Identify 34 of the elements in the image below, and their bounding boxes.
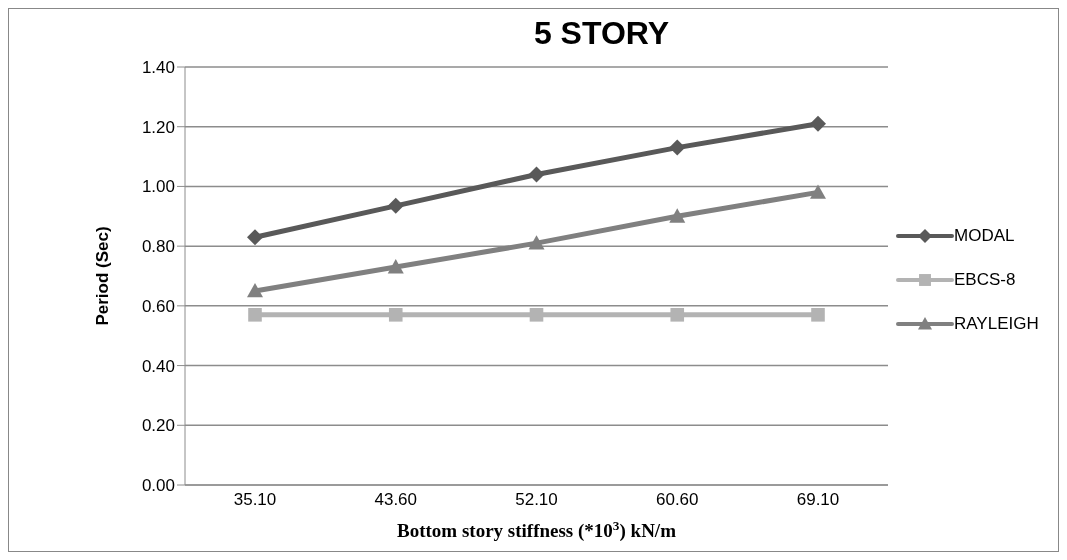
point: [669, 208, 686, 223]
y-tick-label: 0.60: [141, 296, 175, 316]
y-tick-label: 0.80: [141, 237, 175, 257]
point: [811, 308, 825, 322]
x-tick-label: 35.10: [233, 490, 277, 510]
legend-label: RAYLEIGH: [954, 314, 1039, 334]
point: [248, 308, 262, 322]
y-tick-label: 0.20: [141, 416, 175, 436]
point: [810, 115, 826, 132]
x-tick-label: 52.10: [515, 490, 558, 510]
point: [810, 184, 826, 199]
x-axis-title: Bottom story stiffness (*10$^{3}$) kN/m: [397, 517, 677, 542]
legend-label: MODAL: [954, 226, 1015, 246]
legend-label: EBCS-8: [954, 270, 1016, 290]
x-tick-label: 43.60: [374, 490, 418, 510]
point: [387, 259, 404, 274]
y-tick-label: 1.40: [141, 58, 175, 78]
point: [387, 197, 404, 214]
y-tick-label: 0.40: [141, 356, 175, 376]
point: [388, 308, 403, 322]
y-tick-label: 0.00: [141, 476, 175, 496]
x-tick-label: 60.60: [655, 490, 699, 510]
point: [529, 308, 544, 322]
y-tick-label: 1.20: [141, 117, 175, 137]
chart-title: 5 STORY: [533, 15, 670, 51]
point: [528, 166, 545, 183]
point: [247, 282, 263, 298]
point: [670, 308, 685, 322]
x-tick-label: 69.10: [796, 490, 840, 510]
point: [669, 139, 686, 156]
point: [528, 235, 545, 250]
y-axis-title: Period (Sec): [93, 226, 113, 326]
y-tick-label: 1.00: [141, 177, 175, 197]
point: [247, 229, 263, 246]
